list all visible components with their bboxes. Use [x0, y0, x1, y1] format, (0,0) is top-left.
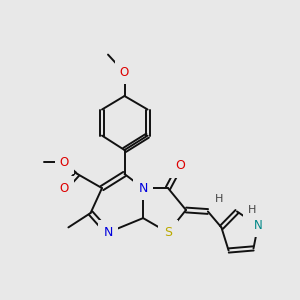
- Text: S: S: [164, 226, 172, 239]
- Text: H: H: [248, 205, 256, 215]
- Text: O: O: [60, 182, 69, 195]
- Text: O: O: [120, 66, 129, 79]
- Text: N: N: [138, 182, 148, 195]
- Text: H: H: [215, 194, 223, 205]
- Text: N: N: [103, 226, 113, 239]
- Text: O: O: [60, 155, 69, 169]
- Text: N: N: [254, 219, 262, 232]
- Text: O: O: [175, 159, 185, 172]
